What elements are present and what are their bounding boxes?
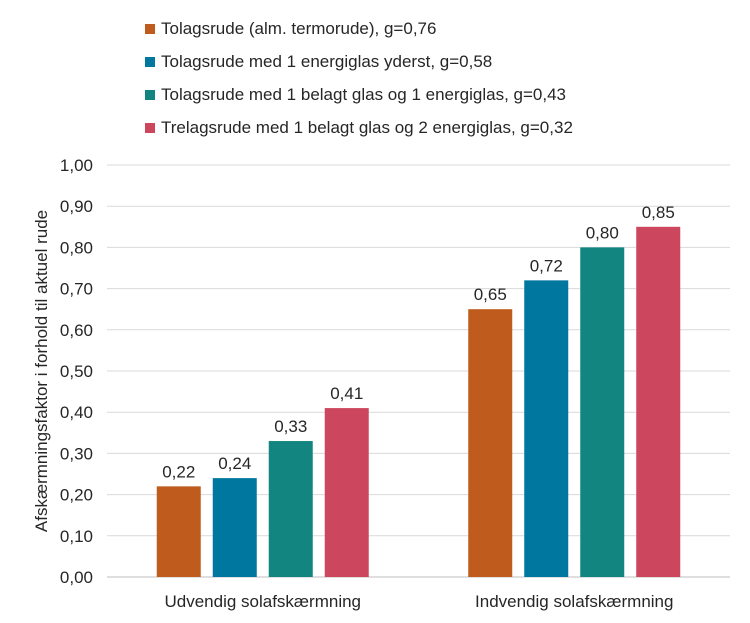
bar xyxy=(212,478,257,577)
legend-item: Tolagsrude (alm. termorude), g=0,76 xyxy=(145,12,573,45)
y-tick-label: 0,90 xyxy=(60,197,93,216)
legend-label: Tolagsrude med 1 belagt glas og 1 energi… xyxy=(161,84,566,104)
data-label: 0,33 xyxy=(274,417,307,436)
y-tick-label: 0,30 xyxy=(60,444,93,463)
x-tick-label: Udvendig solafskærmning xyxy=(164,592,361,611)
y-tick-label: 0,60 xyxy=(60,321,93,340)
legend-item: Tolagsrude med 1 energiglas yderst, g=0,… xyxy=(145,45,573,78)
bar xyxy=(636,226,681,578)
y-tick-label: 0,00 xyxy=(60,568,93,587)
legend-label: Tolagsrude (alm. termorude), g=0,76 xyxy=(161,18,437,38)
data-label: 0,24 xyxy=(218,454,251,473)
data-label: 0,22 xyxy=(162,462,195,481)
chart-legend: Tolagsrude (alm. termorude), g=0,76 Tola… xyxy=(145,12,573,144)
x-tick-label: Indvendig solafskærmning xyxy=(475,592,673,611)
bar xyxy=(468,309,513,577)
y-tick-label: 0,20 xyxy=(60,486,93,505)
legend-swatch-icon xyxy=(145,56,155,67)
y-tick-label: 1,00 xyxy=(60,156,93,175)
y-axis-title: Afskærmningsfaktor i forhold til aktuel … xyxy=(32,210,51,532)
legend-swatch-icon xyxy=(145,23,155,34)
bar xyxy=(268,441,313,577)
y-tick-label: 0,80 xyxy=(60,238,93,257)
legend-item: Tolagsrude med 1 belagt glas og 1 energi… xyxy=(145,78,573,111)
bar xyxy=(580,247,625,577)
y-tick-label: 0,40 xyxy=(60,403,93,422)
y-tick-label: 0,10 xyxy=(60,527,93,546)
data-label: 0,85 xyxy=(642,203,675,222)
legend-label: Tolagsrude med 1 energiglas yderst, g=0,… xyxy=(161,51,493,71)
y-tick-label: 0,50 xyxy=(60,362,93,381)
legend-label: Trelagsrude med 1 belagt glas og 2 energ… xyxy=(161,117,573,137)
bar xyxy=(156,486,201,577)
bar xyxy=(524,280,569,577)
data-label: 0,72 xyxy=(530,256,563,275)
legend-item: Trelagsrude med 1 belagt glas og 2 energ… xyxy=(145,111,573,144)
data-label: 0,80 xyxy=(586,223,619,242)
legend-swatch-icon xyxy=(145,89,155,100)
data-label: 0,41 xyxy=(330,384,363,403)
y-tick-label: 0,70 xyxy=(60,280,93,299)
bar xyxy=(324,408,369,577)
legend-swatch-icon xyxy=(145,122,155,133)
data-label: 0,65 xyxy=(474,285,507,304)
